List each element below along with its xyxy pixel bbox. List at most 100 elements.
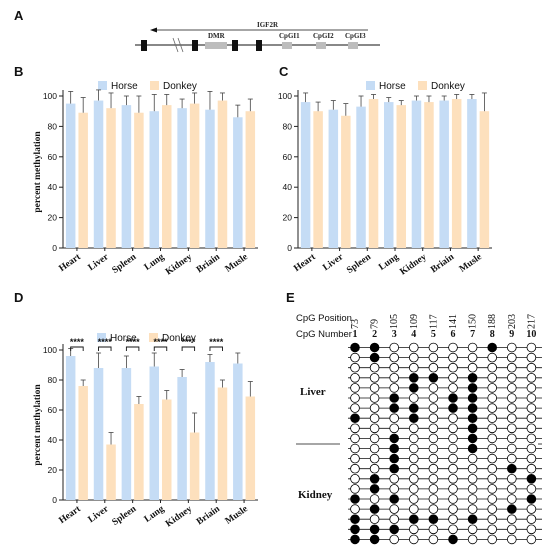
cpg-position-label: 117 (428, 314, 439, 329)
x-tick-label: Heart (292, 252, 318, 274)
methylated-cpg (389, 433, 400, 444)
unmethylated-cpg (428, 362, 439, 373)
unmethylated-cpg (526, 362, 537, 373)
unmethylated-cpg (487, 494, 498, 504)
unmethylated-cpg (428, 403, 439, 413)
legend-swatch-donkey (149, 333, 158, 342)
cpg-number-label: 1 (353, 329, 358, 340)
bar-horse (65, 103, 76, 248)
tissue-label-kidney: Kidney (298, 489, 333, 501)
y-tick-label: 20 (48, 465, 58, 475)
methylated-cpg (526, 494, 537, 504)
unmethylated-cpg (389, 514, 400, 524)
bar-horse (149, 366, 159, 500)
unmethylated-cpg (428, 433, 439, 444)
unmethylated-cpg (467, 534, 478, 545)
methylated-cpg (467, 423, 478, 434)
unmethylated-cpg (448, 453, 458, 464)
bar-donkey (106, 108, 116, 248)
unmethylated-cpg (369, 413, 380, 424)
x-tick-label: Liver (87, 252, 112, 273)
legend-swatch-donkey (150, 81, 159, 90)
bar-donkey (162, 105, 172, 249)
y-tick-label: 40 (283, 182, 293, 192)
methylated-cpg (448, 403, 458, 413)
unmethylated-cpg (448, 383, 458, 393)
methylated-cpg (408, 514, 419, 524)
significance-bracket (125, 346, 140, 351)
legend-label-horse: Horse (111, 81, 138, 92)
methylated-cpg (487, 342, 498, 353)
legend-label-donkey: Donkey (163, 81, 197, 92)
dmr-label: DMR (208, 32, 226, 40)
bar-horse (233, 363, 243, 500)
unmethylated-cpg (448, 433, 458, 444)
unmethylated-cpg (408, 473, 419, 484)
bar-horse (328, 109, 339, 249)
unmethylated-cpg (506, 473, 517, 484)
unmethylated-cpg (369, 423, 380, 434)
cpg-number-label: 2 (372, 329, 377, 340)
unmethylated-cpg (428, 504, 439, 514)
x-tick-label: Briain (195, 252, 223, 275)
legend-label-donkey: Donkey (431, 81, 465, 92)
unmethylated-cpg (350, 383, 360, 393)
unmethylated-cpg (389, 484, 400, 494)
unmethylated-cpg (408, 352, 419, 363)
methylated-cpg (467, 514, 478, 524)
methylated-cpg (448, 393, 458, 403)
bar-donkey (78, 112, 88, 248)
panel-label-b: B (14, 64, 23, 79)
cpg-position-label: 217 (526, 314, 537, 329)
unmethylated-cpg (448, 463, 458, 474)
unmethylated-cpg (526, 413, 537, 424)
unmethylated-cpg (526, 453, 537, 464)
bar-donkey (78, 386, 88, 500)
x-tick-label: Briain (195, 504, 223, 527)
x-tick-label: Lung (377, 252, 401, 273)
unmethylated-cpg (389, 383, 400, 393)
cpgi1-box (282, 42, 292, 49)
bar-horse (93, 368, 104, 500)
unmethylated-cpg (487, 514, 498, 524)
methylated-cpg (369, 473, 380, 484)
y-tick-label: 80 (48, 375, 58, 385)
unmethylated-cpg (369, 453, 380, 464)
unmethylated-cpg (428, 352, 439, 363)
x-tick-label: Heart (57, 504, 83, 526)
unmethylated-cpg (448, 352, 458, 363)
unmethylated-cpg (369, 362, 380, 373)
methylated-cpg (389, 453, 400, 464)
bar-horse (467, 99, 477, 248)
cpg-number-label: 8 (490, 329, 495, 340)
unmethylated-cpg (448, 524, 458, 535)
unmethylated-cpg (487, 413, 498, 424)
unmethylated-cpg (408, 534, 419, 545)
unmethylated-cpg (350, 362, 360, 373)
unmethylated-cpg (369, 514, 380, 524)
unmethylated-cpg (448, 342, 458, 353)
unmethylated-cpg (487, 524, 498, 535)
unmethylated-cpg (448, 443, 458, 454)
unmethylated-cpg (408, 524, 419, 535)
methylated-cpg (369, 534, 380, 545)
chart-b: Horse Donkey 0 20 40 60 80 100 percent methylati… (33, 81, 258, 277)
unmethylated-cpg (467, 362, 478, 373)
bar-horse (177, 108, 187, 248)
y-tick-label: 20 (283, 213, 293, 223)
unmethylated-cpg (408, 362, 419, 373)
cpg-number-label: 3 (392, 329, 397, 340)
bar-donkey (106, 444, 116, 500)
bar-horse (149, 111, 159, 248)
unmethylated-cpg (408, 484, 419, 494)
unmethylated-cpg (428, 383, 439, 393)
unmethylated-cpg (369, 443, 380, 454)
unmethylated-cpg (526, 534, 537, 545)
cpgi2-label: CpGI2 (313, 32, 334, 40)
unmethylated-cpg (408, 453, 419, 464)
unmethylated-cpg (506, 484, 517, 494)
cpg-position-header: CpG Position (296, 313, 352, 324)
unmethylated-cpg (428, 494, 439, 504)
unmethylated-cpg (467, 453, 478, 464)
cpg-position-label: 150 (468, 314, 479, 329)
